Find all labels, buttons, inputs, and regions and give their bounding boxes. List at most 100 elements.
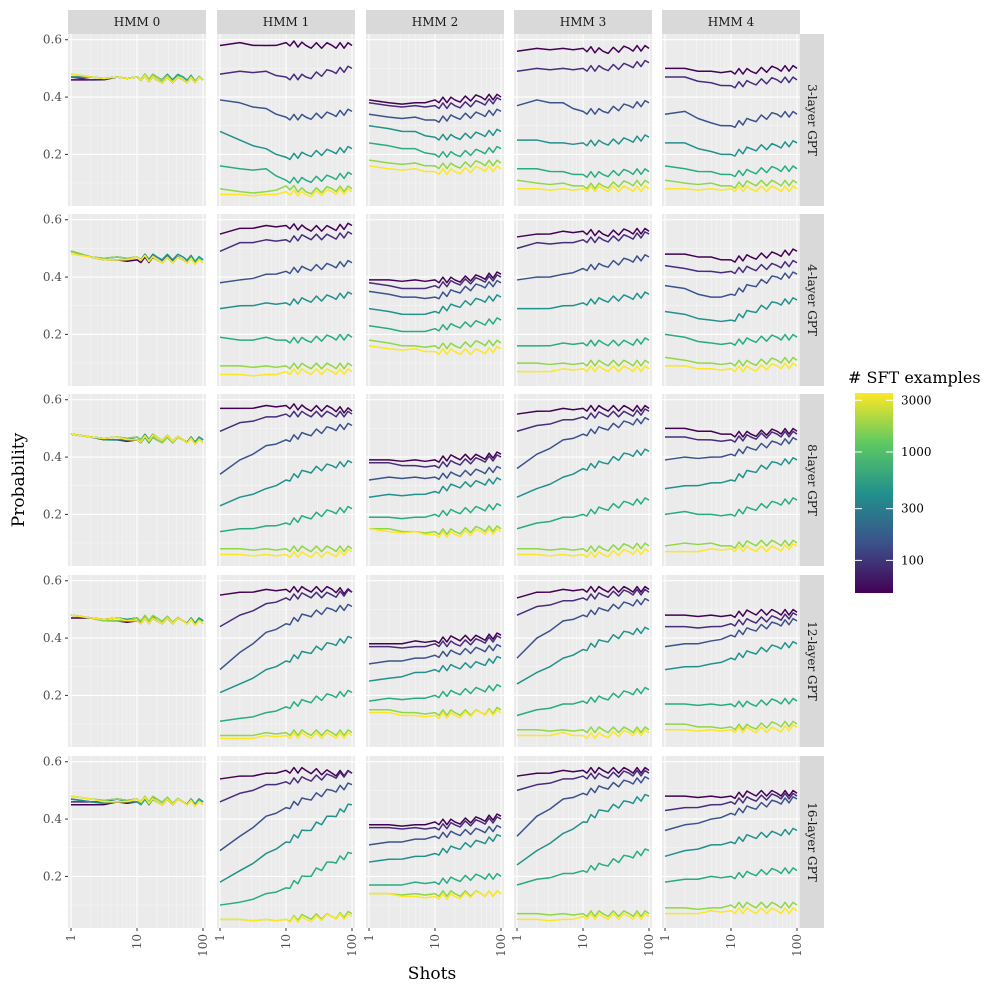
series-line: [369, 813, 502, 827]
y-tick-label: 0.6: [43, 755, 62, 769]
y-tick-label: 0.4: [43, 90, 62, 104]
series-line: [369, 454, 502, 469]
series-line: [664, 867, 798, 883]
series-line: [219, 803, 353, 883]
series-line: [665, 248, 798, 263]
panel: [514, 34, 652, 206]
series-line: [516, 44, 650, 55]
panel: [68, 756, 206, 928]
panel: [366, 34, 504, 206]
series-line: [665, 430, 798, 443]
x-tick-label: 10: [130, 934, 144, 949]
series-line: [664, 796, 798, 832]
row-strip-label: 3-layer GPT: [805, 84, 819, 156]
y-tick-label: 0.2: [43, 327, 62, 341]
series-line: [219, 689, 353, 722]
series-line: [219, 222, 353, 235]
series-line: [369, 451, 502, 463]
series-line: [368, 345, 502, 356]
series-line: [368, 274, 502, 290]
series-line: [368, 93, 502, 105]
series-line: [665, 720, 798, 731]
row-strip: 12-layer GPT: [800, 575, 824, 747]
series-line: [219, 459, 353, 507]
series-line: [664, 271, 798, 298]
x-tick-label: 100: [345, 934, 359, 957]
series-line: [516, 848, 650, 886]
series-line: [664, 617, 798, 648]
row-strip-bg: [800, 575, 824, 747]
series-line: [516, 404, 650, 415]
series-line: [220, 545, 353, 553]
x-axis-title: Shots: [408, 964, 456, 984]
series-line: [516, 793, 650, 866]
column-strip: HMM 2: [366, 10, 504, 34]
series-line: [219, 589, 353, 628]
series-line: [368, 683, 502, 702]
series-line: [369, 816, 502, 831]
x-tick-label: 1: [213, 934, 227, 942]
column-strip-bg: [217, 10, 355, 34]
panel: [217, 575, 355, 747]
series-line: [368, 824, 502, 846]
series-line: [368, 477, 502, 498]
x-tick-label: 10: [428, 934, 442, 949]
y-tick-label: 0.6: [43, 213, 62, 227]
x-tick-label: 1: [658, 934, 672, 942]
series-line: [664, 792, 798, 812]
series-line: [517, 913, 650, 922]
column-strip-label: HMM 2: [412, 15, 459, 29]
row-strip-label: 16-layer GPT: [805, 802, 819, 881]
series-line: [517, 542, 650, 553]
x-tick-label: 10: [724, 934, 738, 949]
series-line: [664, 297, 798, 323]
legend-colorbar: [855, 393, 893, 593]
series-line: [368, 465, 502, 481]
x-tick-label: 100: [642, 934, 656, 957]
series-line: [665, 612, 798, 629]
series-line: [369, 872, 502, 886]
series-line: [220, 732, 353, 740]
series-line: [516, 99, 650, 115]
x-tick-label: 100: [196, 934, 210, 957]
series-line: [516, 497, 650, 530]
column-strip-label: HMM 1: [263, 15, 310, 29]
y-tick-label: 0.4: [43, 812, 62, 826]
y-tick-label: 0.2: [43, 869, 62, 883]
series-line: [665, 140, 798, 157]
series-line: [664, 539, 798, 549]
series-line: [664, 457, 798, 490]
series-line: [516, 448, 650, 498]
series-line: [369, 632, 502, 645]
series-line: [368, 317, 502, 333]
row-strip-label: 12-layer GPT: [805, 621, 819, 700]
panel: [662, 394, 800, 566]
row-strip-bg: [800, 34, 824, 206]
series-line: [368, 294, 502, 316]
series-line: [516, 254, 650, 281]
series-line: [665, 724, 798, 734]
series-line: [665, 697, 798, 708]
series-line: [220, 362, 353, 370]
series-line: [664, 110, 798, 129]
column-strip: HMM 1: [217, 10, 355, 34]
series-line: [516, 231, 650, 250]
panel: [662, 756, 800, 928]
series-line: [664, 356, 798, 367]
legend: # SFT examples 100 300 1000 3000: [848, 368, 981, 593]
series-line: [516, 597, 650, 659]
row-strip-label: 4-layer GPT: [805, 264, 819, 336]
panel: [68, 575, 206, 747]
column-strip-bg: [68, 10, 206, 34]
series-line: [517, 726, 650, 734]
panel: [68, 214, 206, 386]
y-tick-label: 0.6: [43, 574, 62, 588]
series-line: [219, 505, 353, 533]
series-line: [368, 643, 502, 665]
series-line: [219, 766, 353, 780]
x-tick-label: 100: [790, 934, 804, 957]
series-line: [219, 851, 353, 906]
series-line: [368, 655, 502, 682]
column-strip: HMM 4: [662, 10, 800, 34]
